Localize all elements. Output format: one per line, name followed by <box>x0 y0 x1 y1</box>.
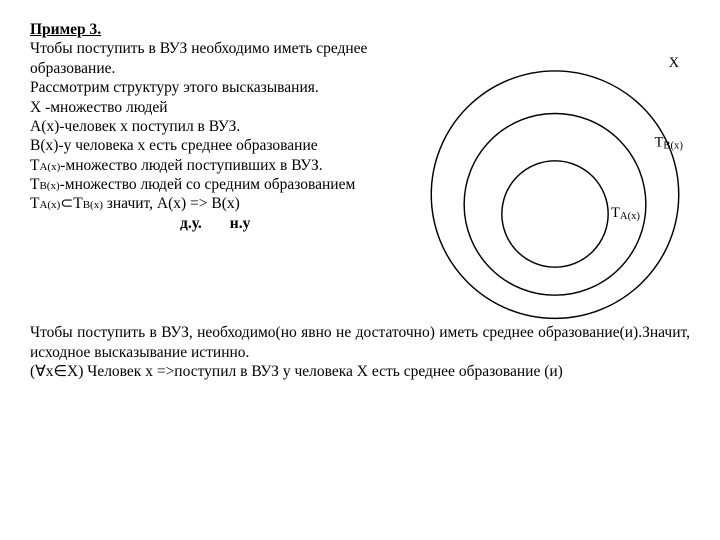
line-8: ТА(х)⊂ТВ(х) значит, А(х) => В(х) <box>30 194 415 213</box>
main-text: Чтобы поступить в ВУЗ необходимо иметь с… <box>30 39 415 233</box>
conclusion: Чтобы поступить в ВУЗ, необходимо(но явн… <box>30 323 690 381</box>
outer-circle <box>431 71 678 318</box>
line-7: ТВ(х)-множество людей со средним образов… <box>30 175 415 194</box>
line-2: Рассмотрим структуру этого высказывания. <box>30 78 415 97</box>
inner-circle <box>502 161 608 267</box>
label-TB: ТВ(х) <box>655 134 684 151</box>
label-TA: ТА(х) <box>611 205 640 222</box>
line-3: Х -множество людей <box>30 98 415 117</box>
conclusion-p2: (∀х∈Х) Человек х =>поступил в ВУЗ у чело… <box>30 362 690 381</box>
line-1: Чтобы поступить в ВУЗ необходимо иметь с… <box>30 39 415 78</box>
line-5: В(х)-у человека х есть среднее образован… <box>30 136 415 155</box>
label-X: Х <box>669 55 680 71</box>
example-title: Пример 3. <box>30 20 690 39</box>
venn-diagram: Х ТВ(х) ТА(х) <box>410 40 700 330</box>
line-4: А(х)-человек х поступил в ВУЗ. <box>30 117 415 136</box>
line-6: ТА(х)-множество людей поступивших в ВУЗ. <box>30 156 415 175</box>
dy-ny-row: д.у.н.у <box>30 214 415 233</box>
